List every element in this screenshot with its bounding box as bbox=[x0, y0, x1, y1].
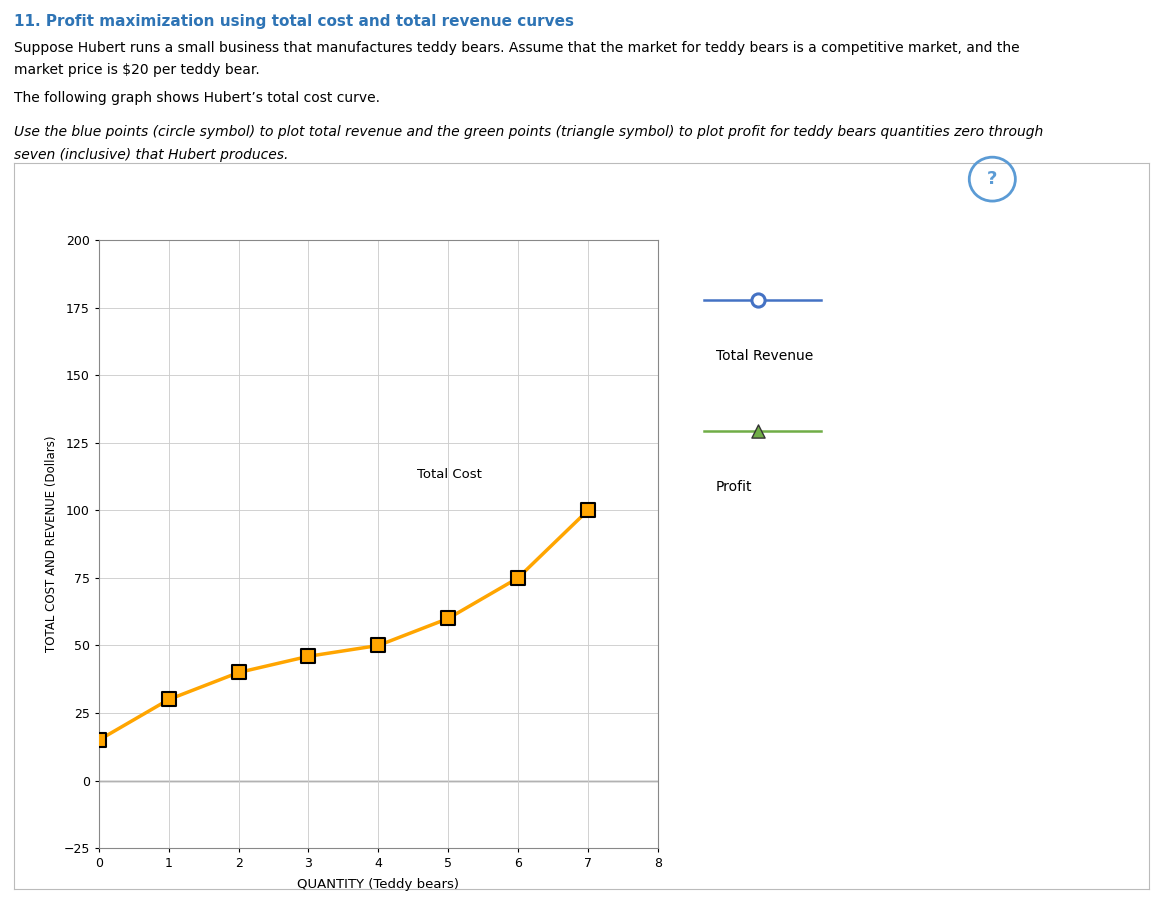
Point bbox=[369, 639, 388, 653]
Text: Total Revenue: Total Revenue bbox=[716, 349, 814, 363]
Text: Suppose Hubert runs a small business that manufactures teddy bears. Assume that : Suppose Hubert runs a small business tha… bbox=[14, 41, 1020, 54]
Text: 11. Profit maximization using total cost and total revenue curves: 11. Profit maximization using total cost… bbox=[14, 14, 574, 29]
Point bbox=[509, 571, 527, 585]
Text: Use the blue points (circle symbol) to plot total revenue and the green points (: Use the blue points (circle symbol) to p… bbox=[14, 125, 1043, 139]
Text: market price is $20 per teddy bear.: market price is $20 per teddy bear. bbox=[14, 63, 260, 77]
Text: ?: ? bbox=[987, 171, 998, 188]
Text: Profit: Profit bbox=[716, 480, 752, 493]
Point bbox=[748, 293, 767, 307]
Point bbox=[439, 611, 457, 626]
Point bbox=[229, 665, 248, 679]
X-axis label: QUANTITY (Teddy bears): QUANTITY (Teddy bears) bbox=[297, 878, 460, 892]
Point bbox=[159, 692, 178, 707]
Point bbox=[579, 503, 597, 518]
Point bbox=[90, 733, 108, 747]
Point bbox=[299, 649, 318, 664]
Point bbox=[748, 424, 767, 438]
Y-axis label: TOTAL COST AND REVENUE (Dollars): TOTAL COST AND REVENUE (Dollars) bbox=[45, 436, 58, 652]
Text: seven (inclusive) that Hubert produces.: seven (inclusive) that Hubert produces. bbox=[14, 148, 289, 161]
Text: The following graph shows Hubert’s total cost curve.: The following graph shows Hubert’s total… bbox=[14, 91, 379, 104]
Text: Total Cost: Total Cost bbox=[417, 468, 482, 481]
